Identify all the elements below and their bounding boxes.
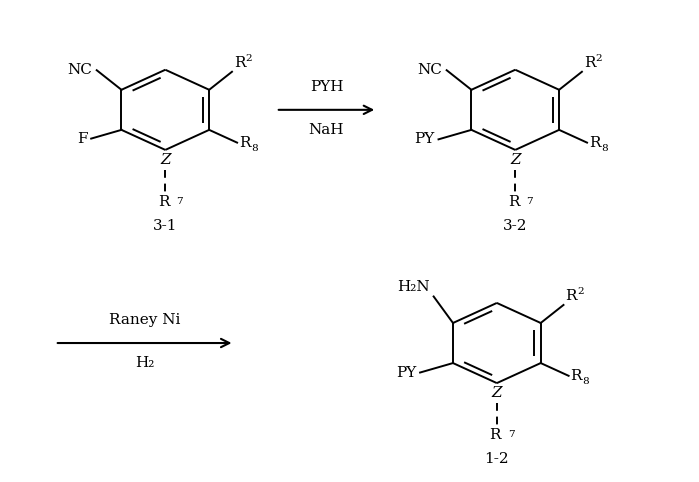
Text: 3-1: 3-1 (153, 219, 178, 233)
Text: 2: 2 (577, 287, 584, 296)
Text: NaH: NaH (309, 123, 344, 137)
Text: 7: 7 (508, 430, 514, 439)
Text: 2: 2 (596, 54, 603, 63)
Text: 7: 7 (176, 197, 183, 205)
Text: PY: PY (415, 133, 435, 147)
Text: R: R (234, 56, 245, 70)
Text: 8: 8 (251, 144, 257, 153)
Text: R: R (584, 56, 596, 70)
Text: PY: PY (396, 365, 417, 379)
Text: 3-2: 3-2 (503, 219, 528, 233)
Text: H₂: H₂ (135, 356, 154, 370)
Text: 8: 8 (601, 144, 607, 153)
Text: R: R (570, 369, 582, 383)
Text: R: R (589, 135, 600, 149)
Text: R: R (239, 135, 250, 149)
Text: 2: 2 (246, 54, 252, 63)
Text: H₂N: H₂N (397, 280, 430, 294)
Text: Raney Ni: Raney Ni (109, 313, 180, 327)
Text: R: R (507, 195, 519, 209)
Text: Z: Z (510, 153, 521, 167)
Text: NC: NC (417, 63, 442, 77)
Text: 8: 8 (582, 377, 589, 386)
Text: R: R (565, 290, 577, 304)
Text: Z: Z (491, 386, 502, 400)
Text: 7: 7 (526, 197, 533, 205)
Text: PYH: PYH (310, 80, 343, 94)
Text: Z: Z (160, 153, 171, 167)
Text: R: R (158, 195, 169, 209)
Text: R: R (489, 428, 500, 442)
Text: 1-2: 1-2 (484, 452, 509, 466)
Text: NC: NC (67, 63, 92, 77)
Text: F: F (77, 132, 87, 146)
